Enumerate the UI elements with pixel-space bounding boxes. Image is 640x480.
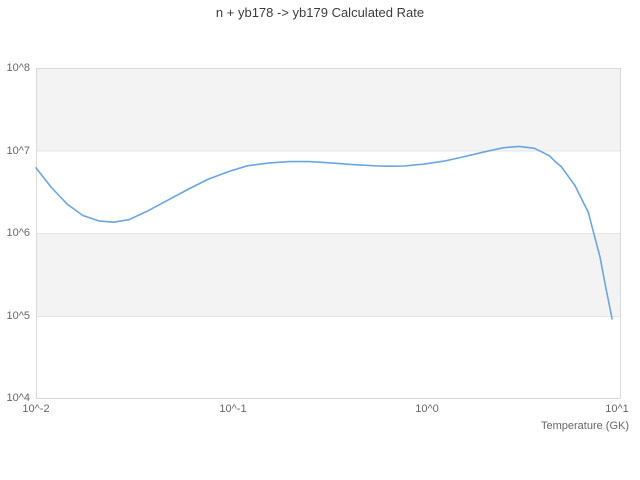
plot-border [36,68,621,399]
y-axis-tick-label: 10^8 [6,62,30,74]
x-axis-tick-label: 10^-1 [219,403,247,415]
x-axis-tick-label: 10^-2 [22,403,50,415]
chart-title: n + yb178 -> yb179 Calculated Rate [215,5,425,20]
x-axis-tick-label: 10^0 [415,403,439,415]
y-axis-tick-label: 10^7 [6,145,30,157]
x-axis-title: Temperature (GK) [540,420,629,432]
plot-bands [36,68,621,400]
plot-band [36,68,621,151]
plot-band [36,233,621,317]
plot-band [36,316,621,400]
plot-band [36,150,621,234]
y-axis-tick-label: 10^5 [6,310,30,322]
gridlines [36,150,621,317]
y-axis-tick-label: 10^6 [6,227,30,239]
x-axis-tick-label: 10^1 [605,403,629,415]
y-axis-tick-label: 10^4 [6,392,30,404]
rate-curve [35,145,613,320]
